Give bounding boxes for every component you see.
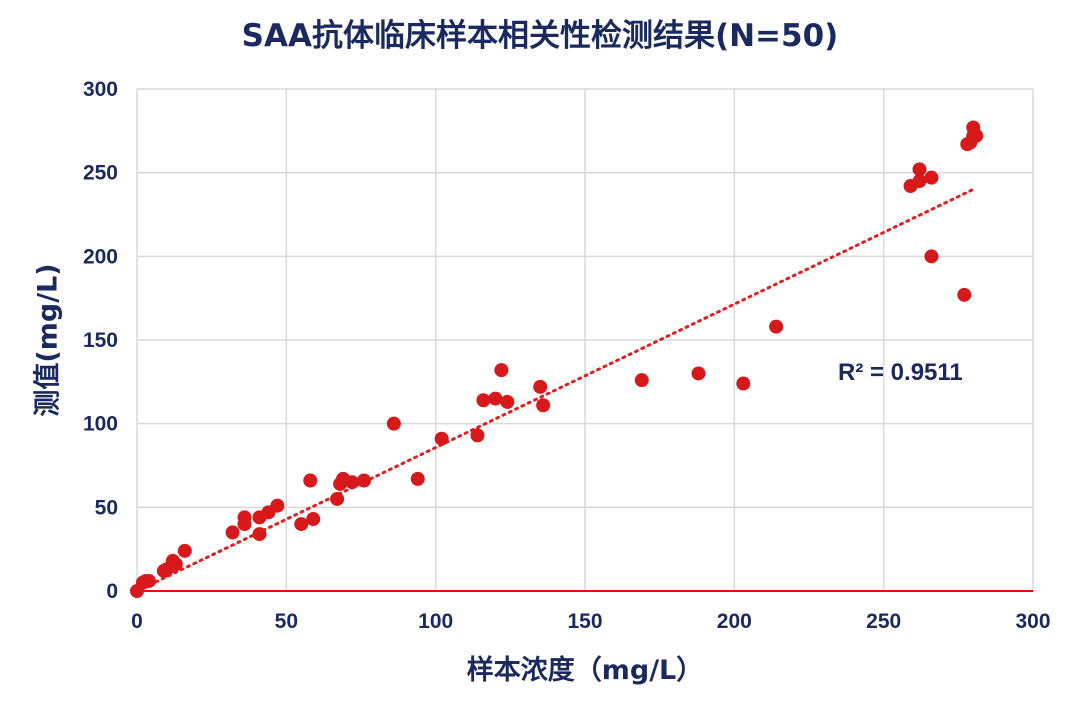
data-point bbox=[345, 475, 360, 490]
data-point bbox=[141, 573, 156, 588]
grid-lines bbox=[136, 88, 1034, 592]
data-point bbox=[470, 428, 485, 443]
data-point bbox=[488, 391, 503, 406]
y-tick-label: 250 bbox=[83, 162, 118, 185]
data-point bbox=[294, 517, 309, 532]
data-points bbox=[130, 120, 984, 598]
y-tick-label: 200 bbox=[83, 245, 118, 268]
data-point bbox=[270, 498, 285, 513]
data-point bbox=[434, 431, 449, 446]
chart-title: SAA抗体临床样本相关性检测结果(N=50) bbox=[241, 18, 839, 54]
trendline-layer bbox=[135, 187, 975, 593]
data-point bbox=[252, 527, 267, 542]
data-point bbox=[386, 416, 401, 431]
x-tick-label: 50 bbox=[275, 610, 298, 633]
data-point bbox=[533, 379, 548, 394]
data-point bbox=[177, 543, 192, 558]
data-point bbox=[168, 557, 183, 572]
data-point bbox=[476, 393, 491, 408]
x-tick-label: 100 bbox=[418, 610, 453, 633]
x-axis-label: 样本浓度（mg/L） bbox=[466, 655, 704, 686]
data-point bbox=[306, 512, 321, 527]
y-tick-label: 0 bbox=[106, 580, 118, 603]
data-point bbox=[303, 473, 318, 488]
x-tick-label: 0 bbox=[131, 610, 143, 633]
y-tick-label: 150 bbox=[83, 329, 118, 352]
data-point bbox=[736, 376, 751, 391]
data-point bbox=[769, 319, 784, 334]
data-point bbox=[494, 363, 509, 378]
data-point bbox=[912, 174, 927, 189]
x-tick-label: 200 bbox=[717, 610, 752, 633]
y-axis-label: 测值(mg/L) bbox=[32, 263, 64, 417]
x-tick-label: 250 bbox=[866, 610, 901, 633]
data-point bbox=[969, 128, 984, 143]
tick-labels: 0 50 100 150 200 250 300 0 50 100 150 200 250 300 bbox=[83, 78, 1051, 633]
data-point bbox=[225, 525, 240, 540]
data-point bbox=[536, 398, 551, 413]
trendline bbox=[135, 187, 975, 593]
data-point bbox=[924, 170, 939, 185]
data-point bbox=[912, 162, 927, 177]
data-point bbox=[957, 287, 972, 302]
y-tick-label: 100 bbox=[83, 413, 118, 436]
data-point bbox=[410, 471, 425, 486]
r-squared-label: R² = 0.9511 bbox=[838, 359, 963, 386]
data-point bbox=[500, 394, 515, 409]
y-tick-label: 50 bbox=[95, 496, 118, 519]
data-point bbox=[634, 373, 649, 388]
data-point bbox=[691, 366, 706, 381]
y-tick-label: 300 bbox=[83, 78, 118, 101]
data-point bbox=[924, 249, 939, 264]
data-point bbox=[356, 473, 371, 488]
x-tick-label: 300 bbox=[1015, 610, 1050, 633]
data-point bbox=[237, 510, 252, 525]
data-point bbox=[330, 491, 345, 506]
x-tick-label: 150 bbox=[567, 610, 602, 633]
